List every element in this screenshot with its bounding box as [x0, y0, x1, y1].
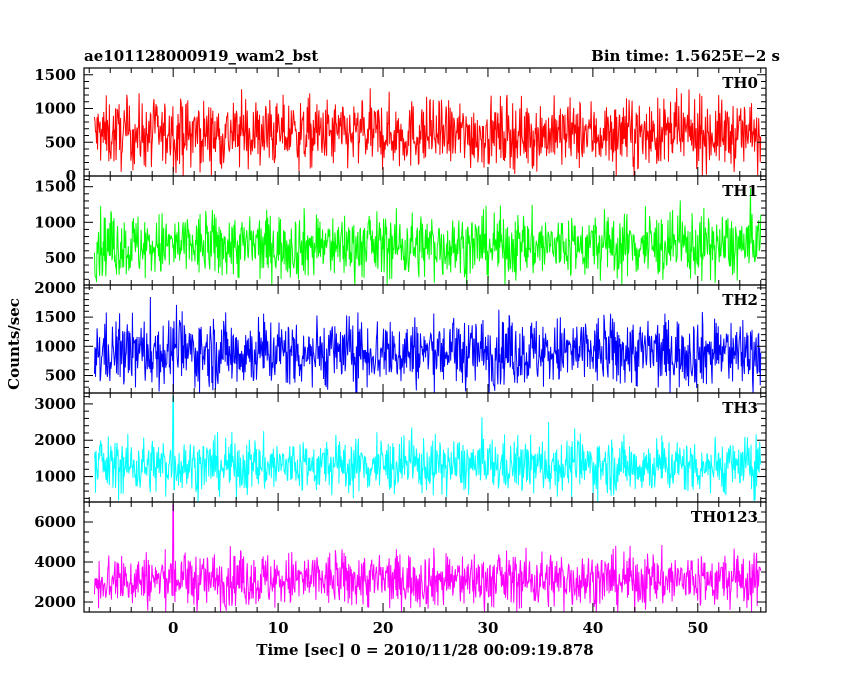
- y-tick-label: 2000: [34, 279, 76, 297]
- series-th0123: [93, 503, 762, 613]
- y-tick-label: 2000: [34, 431, 76, 449]
- y-tick-label: 500: [45, 133, 76, 151]
- x-tick-label: 50: [687, 619, 708, 637]
- panel-label-th1: TH1: [722, 182, 758, 200]
- x-tick-label: 20: [373, 619, 394, 637]
- y-tick-label: 3000: [34, 395, 76, 413]
- y-tick-label: 1500: [34, 178, 76, 196]
- series-th3: [93, 396, 762, 503]
- x-tick-label: 10: [268, 619, 289, 637]
- y-tick-label: 2000: [34, 593, 76, 611]
- panel-frame-th3: [83, 392, 767, 503]
- y-tick-label: 1000: [34, 337, 76, 355]
- series-th1: [93, 188, 762, 286]
- y-tick-label: 1500: [34, 66, 76, 84]
- y-tick-label: 4000: [34, 553, 76, 571]
- y-axis-label: Counts/sec: [5, 298, 23, 390]
- x-tick-label: 0: [168, 619, 178, 637]
- chart-title: ae101128000919_wam2_bst: [84, 47, 318, 65]
- x-axis-label: Time [sec] 0 = 2010/11/28 00:09:19.878: [256, 641, 593, 659]
- y-tick-label: 0: [66, 167, 76, 185]
- y-tick-label: 1000: [34, 468, 76, 486]
- series-th2: [93, 297, 762, 394]
- y-tick-label: 500: [45, 249, 76, 267]
- panel-label-th0: TH0: [722, 74, 758, 92]
- bin-time-label: Bin time: 1.5625E−2 s: [591, 47, 780, 65]
- y-tick-label: 6000: [34, 513, 76, 531]
- panel-label-th3: TH3: [722, 399, 758, 417]
- panel-label-th0123: TH0123: [691, 508, 758, 526]
- series-th0: [93, 88, 762, 177]
- panel-label-th2: TH2: [722, 291, 758, 309]
- x-tick-label: 40: [582, 619, 603, 637]
- y-tick-label: 500: [45, 366, 76, 384]
- y-tick-label: 1500: [34, 308, 76, 326]
- x-tick-label: 30: [478, 619, 499, 637]
- y-tick-label: 1000: [34, 100, 76, 118]
- y-tick-label: 1000: [34, 213, 76, 231]
